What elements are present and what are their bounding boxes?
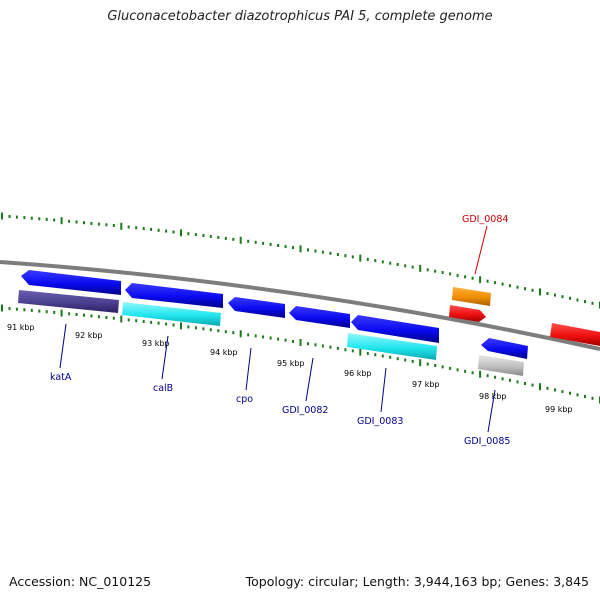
topology-summary: Topology: circular; Length: 3,944,163 bp…: [245, 574, 589, 589]
scale-label-92: 92 kbp: [75, 331, 103, 340]
feature-GDI_0083-bar[interactable]: [347, 333, 437, 360]
feature-GDI_0084-orange[interactable]: [452, 287, 491, 306]
label-leaders: [59, 225, 496, 433]
gene-label-cpo: cpo: [236, 394, 253, 405]
scale-label-96: 96 kbp: [344, 369, 372, 378]
feature-katA[interactable]: [21, 270, 121, 295]
feature-GDI_0084-red[interactable]: [449, 305, 486, 322]
gene-label-katA: katA: [50, 372, 72, 383]
feature-GDI_0085[interactable]: [481, 338, 528, 359]
scale-label-97: 97 kbp: [412, 380, 440, 389]
genome-backbone: [0, 260, 600, 351]
accession-text: Accession: NC_010125: [9, 574, 152, 589]
scale-label-99: 99 kbp: [545, 405, 573, 414]
scale-label-98: 98 kbp: [479, 392, 507, 401]
feature-calB-bar[interactable]: [122, 302, 221, 326]
feature-red-right[interactable]: [550, 323, 600, 346]
upper-scale-ticks: [1, 212, 600, 309]
feature-GDI_0083[interactable]: [351, 315, 439, 343]
gene-label-calB: calB: [153, 383, 173, 394]
scale-label-93: 93 kbp: [142, 339, 170, 348]
feature-cpo[interactable]: [228, 297, 285, 318]
scale-label-94: 94 kbp: [210, 348, 238, 357]
feature-katA-bar[interactable]: [18, 290, 119, 313]
feature-GDI_0082[interactable]: [289, 306, 350, 328]
feature-calB[interactable]: [125, 283, 223, 308]
gene-label-GDI_0084: GDI_0084: [462, 214, 508, 225]
scale-label-95: 95 kbp: [277, 359, 305, 368]
gene-label-GDI_0082: GDI_0082: [282, 405, 328, 416]
lower-scale-ticks: [1, 304, 600, 404]
gene-features: [18, 270, 600, 376]
map-title: Gluconacetobacter diazotrophicus PAI 5, …: [107, 9, 493, 24]
feature-GDI_0085-bar[interactable]: [478, 355, 524, 376]
scale-labels: 91 kbp 92 kbp 93 kbp 94 kbp 95 kbp 96 kb…: [7, 323, 573, 414]
gene-label-GDI_0083: GDI_0083: [357, 416, 403, 427]
gene-label-GDI_0085: GDI_0085: [464, 436, 510, 447]
scale-label-91: 91 kbp: [7, 323, 35, 332]
gene-labels: katA calB cpo GDI_0082 GDI_0083 GDI_0084…: [50, 214, 510, 447]
